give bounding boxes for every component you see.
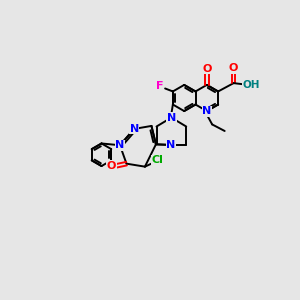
Text: O: O bbox=[202, 64, 212, 74]
Text: N: N bbox=[166, 140, 176, 150]
Text: N: N bbox=[115, 140, 124, 150]
Text: N: N bbox=[202, 106, 212, 116]
Text: OH: OH bbox=[242, 80, 260, 90]
Text: O: O bbox=[229, 63, 238, 73]
Text: N: N bbox=[130, 124, 139, 134]
Text: O: O bbox=[107, 161, 116, 171]
Text: F: F bbox=[156, 80, 164, 91]
Text: Cl: Cl bbox=[151, 155, 163, 165]
Text: N: N bbox=[167, 112, 176, 123]
